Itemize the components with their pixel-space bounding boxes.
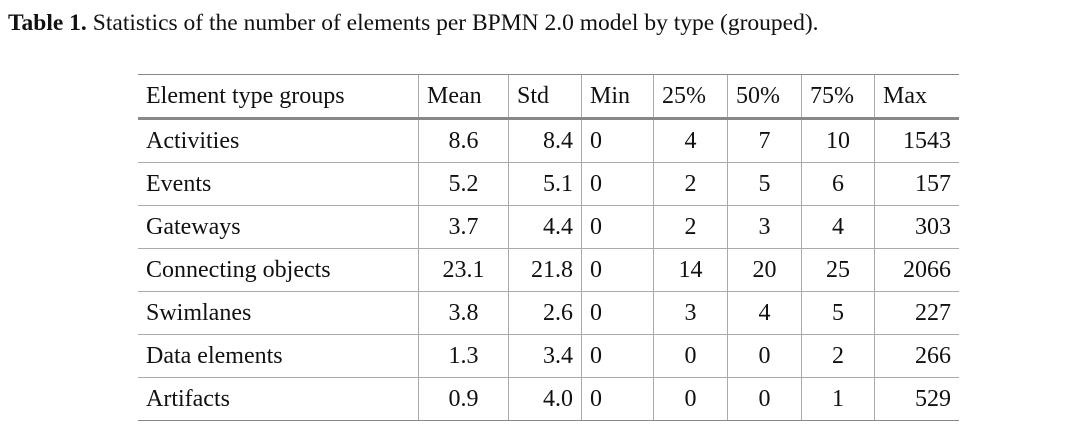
table-row: Activities 8.6 8.4 0 4 7 10 1543 (138, 118, 959, 163)
table-cell: Data elements (138, 334, 419, 378)
table-cell: 4.0 (508, 377, 582, 421)
table-cell: 529 (874, 377, 959, 421)
stats-table: Element type groups Mean Std Min 25% 50% 75% Ma… (138, 74, 959, 421)
table-body: Activities 8.6 8.4 0 4 7 10 1543 Events 5.2 5.1 0 2 5… (138, 118, 959, 421)
header-cell: 50% (727, 74, 802, 120)
table-row: Events 5.2 5.1 0 2 5 6 157 (138, 162, 959, 206)
table-cell: 8.6 (418, 118, 509, 163)
table-cell: 5 (801, 291, 875, 335)
table-cell: 303 (874, 205, 959, 249)
table-cell: 0 (581, 248, 654, 292)
table-cell: 0 (581, 334, 654, 378)
header-cell: 75% (801, 74, 875, 120)
table-cell: Swimlanes (138, 291, 419, 335)
table-cell: 8.4 (508, 118, 582, 163)
table-cell: 20 (727, 248, 802, 292)
table-cell: 2.6 (508, 291, 582, 335)
table-cell: 5 (727, 162, 802, 206)
table-cell: 23.1 (418, 248, 509, 292)
table-cell: 2 (653, 205, 728, 249)
table-cell: 25 (801, 248, 875, 292)
table-cell: 1 (801, 377, 875, 421)
table-row: Connecting objects 23.1 21.8 0 14 20 25 2066 (138, 248, 959, 292)
table-cell: 4 (727, 291, 802, 335)
table-cell: Events (138, 162, 419, 206)
table-cell: 2 (653, 162, 728, 206)
table-cell: 227 (874, 291, 959, 335)
table-cell: 266 (874, 334, 959, 378)
table-cell: 3 (727, 205, 802, 249)
table-cell: 2066 (874, 248, 959, 292)
table-row: Swimlanes 3.8 2.6 0 3 4 5 227 (138, 291, 959, 335)
header-cell: Element type groups (138, 74, 419, 120)
table-cell: 7 (727, 118, 802, 163)
header-cell: Min (581, 74, 654, 120)
table-cell: 21.8 (508, 248, 582, 292)
caption-text: Statistics of the number of elements per… (92, 10, 819, 36)
table-cell: 0 (581, 118, 654, 163)
table-cell: 0.9 (418, 377, 509, 421)
table-cell: 2 (801, 334, 875, 378)
table-cell: 4.4 (508, 205, 582, 249)
header-row: Element type groups Mean Std Min 25% 50% 75% Ma… (138, 74, 959, 120)
table-cell: 157 (874, 162, 959, 206)
table-row: Artifacts 0.9 4.0 0 0 0 1 529 (138, 377, 959, 421)
table-cell: 4 (801, 205, 875, 249)
caption: Table 1. Statistics of the number of elem… (8, 10, 819, 37)
caption-label: Table 1. (8, 10, 87, 36)
table-cell: 5.1 (508, 162, 582, 206)
table-cell: 3.8 (418, 291, 509, 335)
table-cell: 0 (653, 334, 728, 378)
table-row: Gateways 3.7 4.4 0 2 3 4 303 (138, 205, 959, 249)
header-cell: Std (508, 74, 582, 120)
table-cell: 14 (653, 248, 728, 292)
table-cell: Gateways (138, 205, 419, 249)
table-cell: 0 (581, 291, 654, 335)
table-cell: 1.3 (418, 334, 509, 378)
table-cell: 3.4 (508, 334, 582, 378)
table-cell: 3 (653, 291, 728, 335)
table-cell: 6 (801, 162, 875, 206)
table-cell: Connecting objects (138, 248, 419, 292)
table-row: Data elements 1.3 3.4 0 0 0 2 266 (138, 334, 959, 378)
header-cell: 25% (653, 74, 728, 120)
table-cell: Activities (138, 118, 419, 163)
table-cell: 0 (581, 162, 654, 206)
table-cell: 0 (727, 377, 802, 421)
table-cell: 0 (653, 377, 728, 421)
header-cell: Max (874, 74, 959, 120)
table-cell: Artifacts (138, 377, 419, 421)
table-cell: 1543 (874, 118, 959, 163)
table-cell: 3.7 (418, 205, 509, 249)
table-cell: 0 (581, 205, 654, 249)
table-cell: 5.2 (418, 162, 509, 206)
table-cell: 10 (801, 118, 875, 163)
table-cell: 4 (653, 118, 728, 163)
table-cell: 0 (581, 377, 654, 421)
header-cell: Mean (418, 74, 509, 120)
table-cell: 0 (727, 334, 802, 378)
